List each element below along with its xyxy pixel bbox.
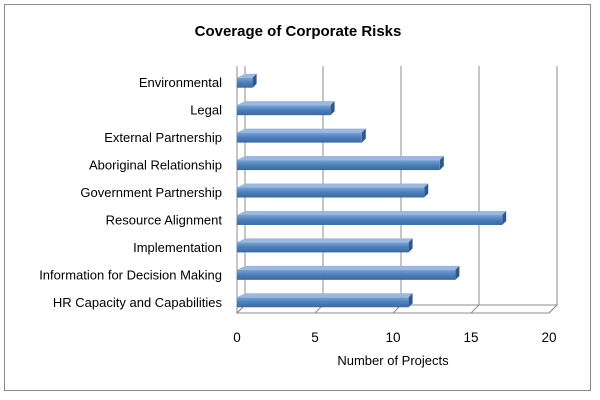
category-label: Resource Alignment xyxy=(106,212,223,227)
x-tick-label: 15 xyxy=(463,330,478,345)
bar-top xyxy=(237,73,257,78)
category-label: Information for Decision Making xyxy=(39,267,222,282)
bar-front xyxy=(237,187,425,198)
bar xyxy=(237,210,507,225)
floor-tick xyxy=(548,304,558,314)
category-labels: Environmental Legal External Partnership Ab… xyxy=(39,75,222,310)
bars xyxy=(237,73,507,308)
bar-top xyxy=(237,265,460,270)
x-tick-label: 0 xyxy=(233,330,241,345)
bar-front xyxy=(237,214,503,225)
bar-end xyxy=(502,210,507,225)
category-label: External Partnership xyxy=(104,130,222,145)
bar xyxy=(237,128,366,143)
category-label: Aboriginal Relationship xyxy=(89,158,222,173)
floor-tick xyxy=(470,304,480,314)
bar xyxy=(237,101,335,116)
bar xyxy=(237,183,429,198)
category-label: Environmental xyxy=(139,75,222,90)
category-label: Legal xyxy=(190,103,222,118)
bar-end xyxy=(330,101,335,116)
bar-end xyxy=(408,238,413,253)
bar-front xyxy=(237,297,409,308)
bar xyxy=(237,73,257,88)
bar-top xyxy=(237,238,413,243)
bar-end xyxy=(455,265,460,280)
category-label: HR Capacity and Capabilities xyxy=(53,295,223,310)
bar-top xyxy=(237,156,444,161)
category-label: Implementation xyxy=(133,240,222,255)
bar-front xyxy=(237,77,253,88)
x-tick-label: 5 xyxy=(311,330,319,345)
bar xyxy=(237,293,413,308)
bar-top xyxy=(237,293,413,298)
x-axis-title: Number of Projects xyxy=(337,353,449,368)
bar-top xyxy=(237,128,366,133)
bar-end xyxy=(408,293,413,308)
bar-front xyxy=(237,105,331,116)
bar-top xyxy=(237,210,507,215)
bar-end xyxy=(424,183,429,198)
bar xyxy=(237,265,460,280)
bar-end xyxy=(439,156,444,171)
bar-front xyxy=(237,242,409,253)
bar-end xyxy=(252,73,257,88)
chart-title: Coverage of Corporate Risks xyxy=(195,23,402,40)
x-tick-labels: 0 5 10 15 20 xyxy=(233,330,556,345)
bar-top xyxy=(237,183,429,188)
x-tick-label: 20 xyxy=(541,330,556,345)
category-label: Government Partnership xyxy=(80,185,222,200)
bar-front xyxy=(237,160,440,171)
bar-end xyxy=(361,128,366,143)
bar-front xyxy=(237,132,362,143)
bar xyxy=(237,156,444,171)
bar-front xyxy=(237,269,456,280)
x-tick-label: 10 xyxy=(385,330,400,345)
bar xyxy=(237,238,413,253)
bar-top xyxy=(237,101,335,106)
